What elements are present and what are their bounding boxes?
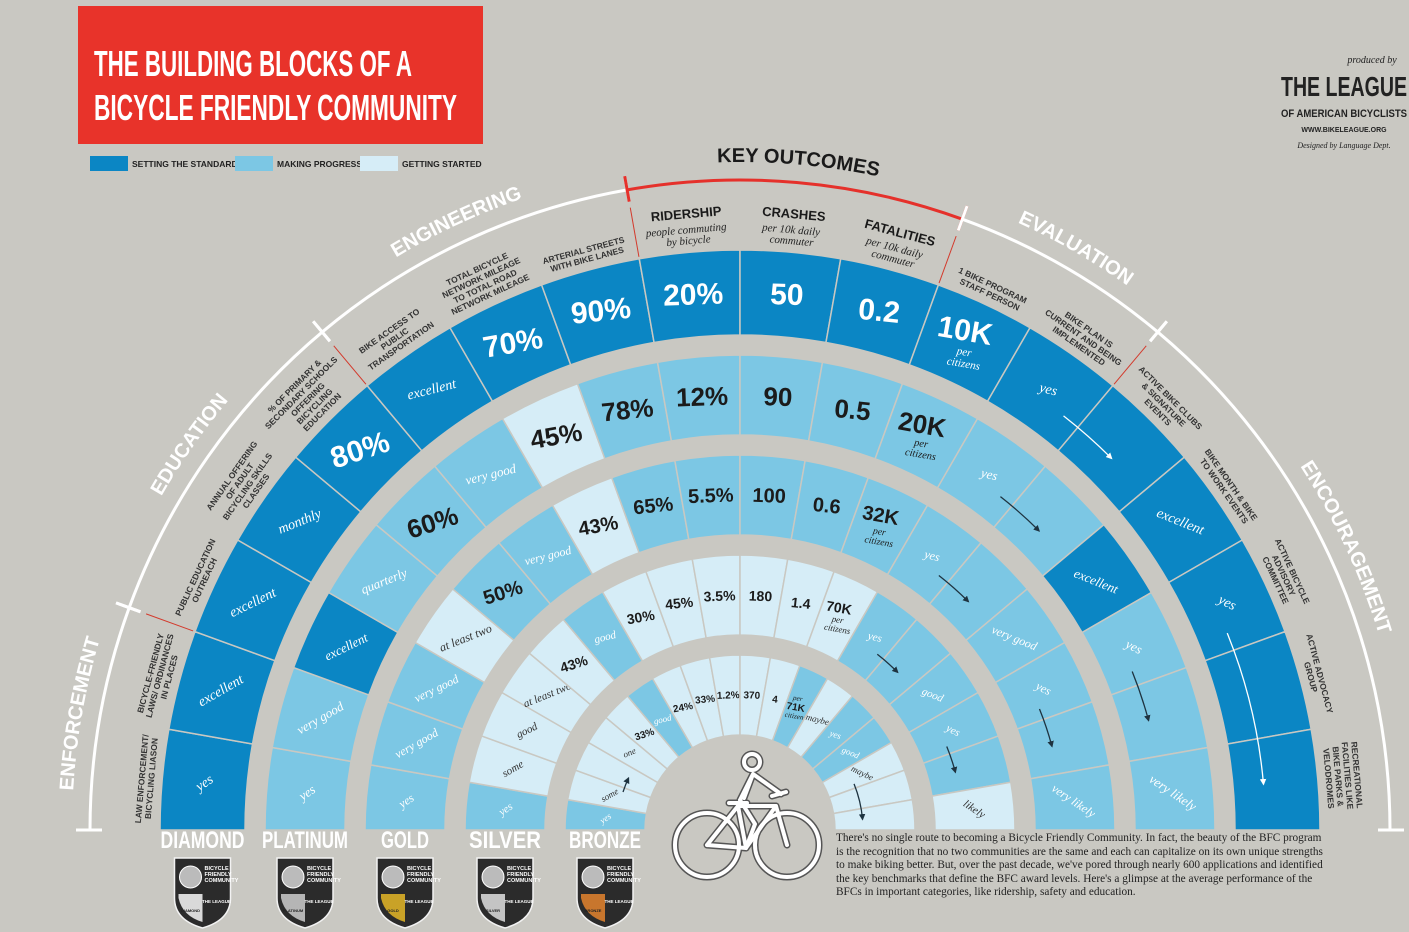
produced-by: produced by <box>1346 55 1397 66</box>
cell-text: 5.5% <box>688 484 735 508</box>
badge-level: DIAMOND <box>181 908 200 913</box>
sector-subtitle: people commuting by bicycle <box>644 221 730 251</box>
badge-wheel <box>482 866 504 888</box>
org-subtitle: OF AMERICAN BICYCLISTS <box>1281 108 1407 120</box>
infographic: THE BUILDING BLOCKS OF A BICYCLE FRIENDL… <box>0 0 1409 932</box>
sector-label: CRASHES <box>762 204 827 225</box>
group-label-text: ENCOURAGEMENT <box>1296 457 1395 636</box>
cell-text: 0.6 <box>812 494 842 519</box>
badge-title: BICYCLE FRIENDLY COMMUNITY <box>407 866 441 884</box>
cell-text: 1.4 <box>790 594 811 612</box>
badge-org: THE LEAGUE <box>504 899 533 904</box>
badge-level: PLATINUM <box>283 908 304 913</box>
badge-level: SILVER <box>486 908 500 913</box>
cell-text: 90% <box>569 291 632 330</box>
group-divider <box>146 614 193 631</box>
cell-text: 78% <box>600 392 655 427</box>
group-label-text: ENGINEERING <box>387 182 524 261</box>
cell-text: 20% <box>663 277 724 312</box>
legend-swatch <box>360 156 398 171</box>
legend-label: GETTING STARTED <box>402 159 482 169</box>
group-label: KEY OUTCOMES <box>717 145 882 181</box>
group-label-text: ENFORCEMENT <box>56 634 105 791</box>
level-name: PLATINUM <box>262 827 348 854</box>
note: There's no single route to becoming a Bi… <box>836 832 1324 900</box>
badge-org: THE LEAGUE <box>404 899 433 904</box>
badge-wheel <box>282 866 304 888</box>
legend-label: MAKING PROGRESS <box>277 159 362 169</box>
badge-level: GOLD <box>387 908 399 913</box>
badge-org: THE LEAGUE <box>304 899 333 904</box>
org-url: WWW.BIKELEAGUE.ORG <box>1301 127 1387 134</box>
sector-label: LAW ENFORCEMENT/ BICYCLING LIASON <box>133 732 160 825</box>
bicycle <box>675 754 819 877</box>
cell-text: 3.5% <box>703 587 736 604</box>
level-name: GOLD <box>381 827 429 854</box>
cell-text: 33% <box>695 693 716 706</box>
sector-subtitle: per 10k daily commuter <box>760 222 824 250</box>
group-divider <box>939 236 956 283</box>
cell-text: 0.5 <box>833 393 872 427</box>
group-label: ENCOURAGEMENT <box>1296 457 1395 636</box>
title: THE BUILDING BLOCKS OF A <box>94 43 412 84</box>
level-name: SILVER <box>469 827 541 854</box>
level-name: BRONZE <box>569 827 641 854</box>
badge: BICYCLE FRIENDLY COMMUNITY THE LEAGUE GOLD <box>377 858 441 928</box>
badge-title: BICYCLE FRIENDLY COMMUNITY <box>205 866 239 884</box>
legend-swatch <box>90 156 128 171</box>
cell-text: 1.2% <box>717 690 740 702</box>
chart: THE BUILDING BLOCKS OF A BICYCLE FRIENDL… <box>0 0 1409 932</box>
badge: BICYCLE FRIENDLY COMMUNITY THE LEAGUEBRON… <box>577 858 641 928</box>
badge: BICYCLE FRIENDLY COMMUNITY THE LEAGUEPLAT… <box>277 858 341 928</box>
cell-text: 50 <box>770 277 805 311</box>
badge-title: BICYCLE FRIENDLY COMMUNITY <box>507 866 541 884</box>
group-label: ENFORCEMENT <box>56 634 105 791</box>
badge: BICYCLE FRIENDLY COMMUNITY THE LEAGUEDIAM… <box>175 858 239 928</box>
badge-org: THE LEAGUE <box>202 899 231 904</box>
badge-title: BICYCLE FRIENDLY COMMUNITY <box>607 866 641 884</box>
badge-wheel <box>180 866 202 888</box>
cell <box>1227 729 1320 830</box>
sector-label: RECREATIONAL FACILITIES LIKE BIKE PARKS … <box>1321 741 1365 814</box>
group-label: ENGINEERING <box>387 182 524 261</box>
badge-wheel <box>582 866 604 888</box>
legend-swatch <box>235 156 273 171</box>
badge-org: THE LEAGUE <box>604 899 633 904</box>
cell-text: 370 <box>743 690 760 702</box>
badge-level: BRONZE <box>585 908 602 913</box>
cell-text: 100 <box>752 485 786 508</box>
badge: BICYCLE FRIENDLY COMMUNITY THE LEAGUE SILV… <box>477 858 541 928</box>
legend-label: SETTING THE STANDARD <box>132 159 238 169</box>
badge-wheel <box>382 866 404 888</box>
designer: Designed by Language Dept. <box>1296 141 1390 150</box>
group-divider <box>630 208 639 257</box>
cell-text: 180 <box>749 587 773 604</box>
badge-title: BICYCLE FRIENDLY COMMUNITY <box>307 866 341 884</box>
group-label-text: KEY OUTCOMES <box>717 145 882 181</box>
cell-text: 45% <box>664 594 694 613</box>
org-name: THE LEAGUE <box>1281 71 1407 102</box>
cell-text: 90 <box>763 381 793 412</box>
level-name: DIAMOND <box>161 827 245 854</box>
cell-text: 65% <box>632 493 674 519</box>
title: BICYCLE FRIENDLY COMMUNITY <box>94 87 457 128</box>
cell-text: 12% <box>676 381 729 413</box>
cell-text: 0.2 <box>857 292 902 329</box>
